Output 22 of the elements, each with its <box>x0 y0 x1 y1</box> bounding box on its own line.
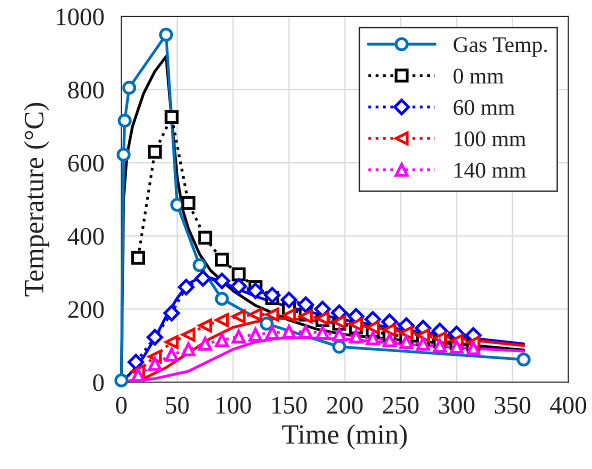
legend-label: 140 mm <box>454 162 526 178</box>
legend-label: 0 mm <box>454 68 504 84</box>
x-tick-label: 350 <box>494 396 530 414</box>
y-tick-label: 800 <box>68 82 104 98</box>
x-axis-title: Time (min) <box>282 424 407 450</box>
y-tick-label: 1000 <box>56 8 104 26</box>
x-tick-label: 300 <box>439 396 474 414</box>
x-tick-label: 150 <box>272 396 307 414</box>
legend-label: Gas Temp. <box>454 37 547 57</box>
x-tick-label: 200 <box>327 396 363 414</box>
legend-label: 60 mm <box>454 100 515 115</box>
x-tick-label: 50 <box>166 396 189 414</box>
y-tick-label: 0 <box>93 374 104 392</box>
x-tick-label: 400 <box>550 396 586 414</box>
x-tick-label: 0 <box>116 396 127 414</box>
x-tick-label: 100 <box>216 396 251 414</box>
legend-label: 100 mm <box>454 131 526 146</box>
y-axis-title: Temperature (°C) <box>24 103 50 296</box>
x-tick-label: 250 <box>383 396 419 414</box>
y-tick-label: 400 <box>68 228 104 245</box>
y-tick-label: 200 <box>68 301 104 318</box>
y-tick-label: 600 <box>68 154 104 172</box>
